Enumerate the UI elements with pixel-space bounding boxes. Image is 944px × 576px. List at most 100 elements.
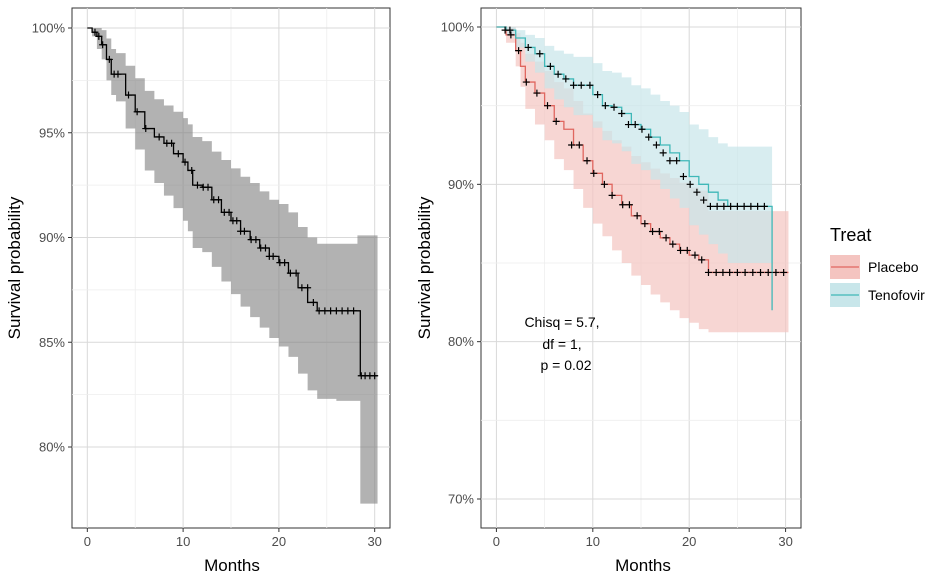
censor-mark-placebo	[633, 212, 641, 220]
censor-mark-tenofovir	[554, 70, 562, 78]
censor-mark-placebo	[619, 201, 627, 209]
censor-mark-placebo	[712, 268, 720, 276]
censor-mark-placebo	[719, 268, 727, 276]
censor-mark-placebo	[780, 268, 788, 276]
overall-survival-panel: 0 10 20 30 80% 85% 90% 95% 100% Months Survival…	[5, 7, 391, 575]
censor-mark-overall	[114, 70, 122, 78]
censor-mark-overall	[204, 183, 212, 191]
x-tick-label: 20	[272, 534, 286, 549]
y-tick-label: 95%	[39, 125, 65, 140]
censor-mark-tenofovir	[706, 202, 714, 210]
censor-mark-tenofovir	[618, 110, 626, 118]
censor-mark-tenofovir	[536, 50, 544, 58]
y-axis-ticks: 80% 85% 90% 95% 100%	[32, 21, 72, 455]
confidence-bands	[496, 27, 789, 507]
censor-mark-overall	[125, 91, 133, 99]
y-axis-title: Survival probability	[415, 196, 434, 339]
censor-mark-placebo	[726, 268, 734, 276]
censor-mark-placebo	[552, 117, 560, 125]
censor-mark-overall	[261, 244, 269, 252]
censor-mark-placebo	[733, 268, 741, 276]
censor-mark-placebo	[757, 268, 765, 276]
censor-mark-placebo	[749, 268, 757, 276]
y-tick-label: 100%	[32, 21, 66, 36]
censor-mark-tenofovir	[570, 81, 578, 89]
censor-mark-placebo	[772, 268, 780, 276]
censor-mark-tenofovir	[727, 202, 735, 210]
censor-mark-tenofovir	[747, 202, 755, 210]
censor-mark-overall	[91, 28, 99, 36]
censor-mark-overall	[95, 32, 103, 40]
y-tick-label: 90%	[39, 230, 65, 245]
censor-mark-tenofovir	[686, 180, 694, 188]
censor-mark-placebo	[533, 89, 541, 97]
censor-mark-tenofovir	[693, 188, 701, 196]
censor-mark-placebo	[600, 180, 608, 188]
censor-mark-placebo	[507, 31, 515, 39]
censor-mark-tenofovir	[733, 202, 741, 210]
censor-mark-tenofovir	[624, 121, 632, 129]
confidence-band	[87, 28, 378, 504]
censor-mark-overall	[240, 227, 248, 235]
y-axis-ticks: 70% 80% 90% 100%	[441, 20, 481, 507]
logrank-pvalue: p = 0.02	[541, 357, 592, 373]
censor-mark-overall	[309, 298, 317, 306]
x-axis-title: Months	[204, 556, 260, 575]
censor-mark-tenofovir	[713, 202, 721, 210]
x-axis-title: Months	[615, 556, 671, 575]
censor-mark-overall	[281, 259, 289, 267]
censor-mark-tenofovir	[673, 157, 681, 165]
censor-mark-placebo	[568, 141, 576, 149]
censor-mark-tenofovir	[720, 202, 728, 210]
censor-mark-overall	[174, 150, 182, 158]
censor-mark-overall	[304, 284, 312, 292]
censor-mark-overall	[215, 196, 223, 204]
x-tick-label: 20	[682, 534, 696, 549]
censor-mark-tenofovir	[700, 196, 708, 204]
legend-item-placebo: Placebo	[830, 255, 919, 279]
x-tick-label: 0	[84, 534, 91, 549]
legend-label-placebo: Placebo	[868, 259, 919, 275]
censor-mark-tenofovir	[740, 202, 748, 210]
censor-mark-placebo	[575, 141, 583, 149]
censor-mark-placebo	[698, 256, 706, 264]
censor-mark-placebo	[764, 268, 772, 276]
censor-mark-tenofovir	[546, 62, 554, 70]
censor-mark-placebo	[641, 220, 649, 228]
censor-mark-overall	[193, 181, 201, 189]
legend: Treat Placebo Tenofovir	[830, 225, 925, 307]
x-tick-label: 30	[778, 534, 792, 549]
censor-mark-placebo	[608, 191, 616, 199]
treatment-survival-panel: 0 10 20 30 70% 80% 90% 100% Chisq = 5.7, df = …	[415, 7, 802, 575]
censor-mark-overall	[350, 307, 358, 315]
censor-mark-overall	[105, 55, 113, 63]
x-tick-label: 10	[176, 534, 190, 549]
legend-title: Treat	[830, 225, 871, 245]
censor-mark-overall	[155, 133, 163, 141]
censor-mark-tenofovir	[524, 43, 532, 51]
censor-mark-placebo	[691, 251, 699, 259]
censor-mark-tenofovir	[586, 81, 594, 89]
censor-mark-overall	[181, 158, 189, 166]
logrank-df: df = 1,	[542, 336, 581, 352]
x-tick-label: 0	[493, 534, 500, 549]
legend-label-tenofovir: Tenofovir	[868, 287, 925, 303]
censor-mark-overall	[371, 372, 379, 380]
censor-mark-tenofovir	[679, 172, 687, 180]
y-tick-label: 80%	[448, 334, 474, 349]
censor-mark-placebo	[683, 246, 691, 254]
censor-mark-overall	[142, 125, 150, 133]
censor-mark-tenofovir	[760, 202, 768, 210]
censor-mark-placebo	[544, 102, 552, 110]
censor-mark-tenofovir	[631, 121, 639, 129]
censor-mark-tenofovir	[601, 102, 609, 110]
confidence-band-overall	[87, 28, 378, 504]
censor-mark-placebo	[655, 228, 663, 236]
censor-mark-placebo	[669, 240, 677, 248]
censor-mark-placebo	[649, 228, 657, 236]
censor-mark-overall	[233, 217, 241, 225]
censor-mark-tenofovir	[577, 81, 585, 89]
censor-mark-overall	[99, 41, 107, 49]
censor-mark-tenofovir	[666, 157, 674, 165]
